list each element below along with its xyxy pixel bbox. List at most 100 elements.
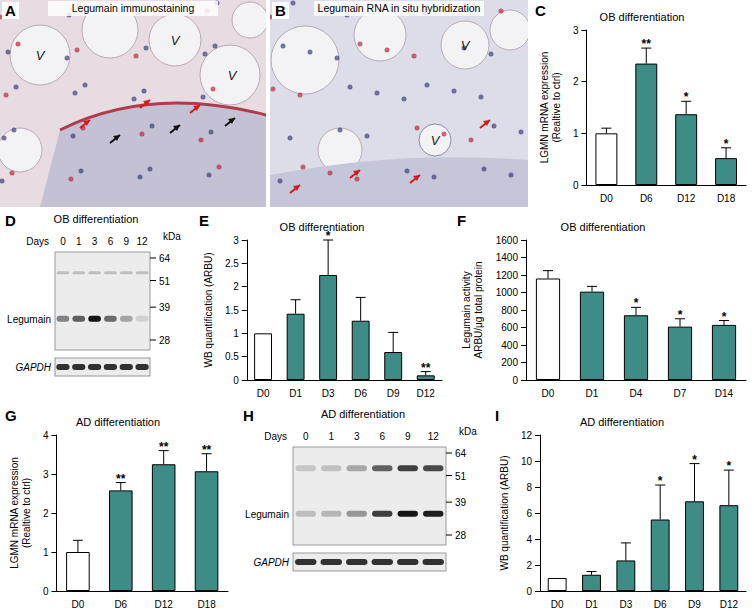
- svg-text:6: 6: [379, 431, 385, 442]
- svg-text:1200: 1200: [496, 270, 519, 281]
- svg-text:**: **: [421, 361, 431, 375]
- svg-text:D12: D12: [677, 193, 696, 204]
- svg-text:D0: D0: [551, 599, 564, 610]
- svg-text:28: 28: [455, 530, 467, 541]
- svg-text:9: 9: [405, 431, 411, 442]
- svg-text:3: 3: [354, 431, 360, 442]
- svg-text:64: 64: [159, 253, 171, 264]
- svg-text:3: 3: [92, 236, 98, 247]
- svg-text:0: 0: [233, 375, 239, 386]
- svg-text:AD differentiation: AD differentiation: [321, 408, 405, 420]
- svg-text:OB differentiation: OB differentiation: [280, 221, 365, 233]
- svg-text:**: **: [202, 443, 212, 457]
- svg-text:1000: 1000: [496, 287, 519, 298]
- svg-text:OB differentiation: OB differentiation: [54, 213, 139, 225]
- svg-text:D18: D18: [717, 193, 736, 204]
- svg-text:51: 51: [455, 471, 467, 482]
- svg-text:ARBU/µg total protein: ARBU/µg total protein: [473, 262, 484, 359]
- svg-text:*: *: [724, 137, 729, 151]
- svg-text:800: 800: [501, 305, 518, 316]
- svg-text:4: 4: [43, 430, 49, 441]
- svg-text:*: *: [678, 308, 683, 322]
- svg-text:0: 0: [43, 586, 49, 597]
- svg-text:0: 0: [573, 180, 579, 191]
- svg-text:1600: 1600: [496, 235, 519, 246]
- svg-text:D12: D12: [154, 599, 173, 610]
- svg-text:V: V: [36, 48, 46, 63]
- svg-text:3: 3: [233, 235, 239, 246]
- svg-text:D3: D3: [322, 388, 335, 399]
- svg-text:D6: D6: [354, 388, 367, 399]
- svg-text:28: 28: [159, 335, 171, 346]
- svg-text:D3: D3: [619, 599, 632, 610]
- svg-text:V: V: [461, 38, 471, 53]
- svg-text:**: **: [642, 37, 652, 51]
- svg-text:GAPDH: GAPDH: [15, 362, 51, 373]
- svg-text:1400: 1400: [496, 252, 519, 263]
- svg-text:WB quantification (ARBU): WB quantification (ARBU): [203, 252, 214, 367]
- svg-text:GAPDH: GAPDH: [253, 557, 289, 568]
- svg-text:D12: D12: [720, 599, 739, 610]
- svg-text:D7: D7: [674, 388, 687, 399]
- svg-text:Legumain immunostaining: Legumain immunostaining: [72, 2, 195, 14]
- svg-text:*: *: [634, 296, 639, 310]
- svg-text:1: 1: [43, 547, 49, 558]
- svg-text:D6: D6: [654, 599, 667, 610]
- svg-text:LGMN mRNA expression: LGMN mRNA expression: [539, 52, 550, 164]
- svg-text:D12: D12: [417, 388, 436, 399]
- svg-text:1: 1: [573, 128, 579, 139]
- svg-text:10: 10: [521, 456, 533, 467]
- svg-text:12: 12: [521, 430, 533, 441]
- svg-text:9: 9: [123, 236, 129, 247]
- svg-text:2.5: 2.5: [225, 258, 239, 269]
- svg-text:D1: D1: [585, 599, 598, 610]
- svg-text:3: 3: [573, 25, 579, 36]
- svg-text:D9: D9: [387, 388, 400, 399]
- svg-text:AD differentiation: AD differentiation: [580, 416, 664, 428]
- svg-text:0: 0: [512, 375, 518, 386]
- svg-text:V: V: [431, 133, 441, 148]
- svg-text:39: 39: [159, 302, 171, 313]
- svg-text:1: 1: [328, 431, 334, 442]
- svg-text:D18: D18: [197, 599, 216, 610]
- svg-text:LGMN mRNA expression: LGMN mRNA expression: [9, 457, 20, 569]
- svg-text:1: 1: [76, 236, 82, 247]
- svg-text:*: *: [658, 474, 663, 488]
- svg-text:Legumain activity: Legumain activity: [461, 271, 472, 348]
- svg-text:D0: D0: [72, 599, 85, 610]
- svg-text:0: 0: [303, 431, 309, 442]
- svg-text:*: *: [692, 453, 697, 467]
- svg-text:D9: D9: [688, 599, 701, 610]
- svg-text:600: 600: [501, 322, 518, 333]
- svg-text:V: V: [228, 68, 238, 83]
- svg-text:2: 2: [573, 76, 579, 87]
- svg-text:WB quantification (ARBU): WB quantification (ARBU): [499, 455, 510, 570]
- svg-text:3: 3: [43, 469, 49, 480]
- svg-text:D0: D0: [542, 388, 555, 399]
- svg-text:V: V: [171, 33, 181, 48]
- svg-text:0: 0: [60, 236, 66, 247]
- svg-text:**: **: [159, 440, 169, 454]
- svg-text:kDa: kDa: [459, 426, 477, 437]
- svg-text:6: 6: [526, 508, 532, 519]
- svg-text:0: 0: [526, 586, 532, 597]
- svg-text:(Realtive to ctrl): (Realtive to ctrl): [551, 72, 562, 142]
- svg-text:OB differentiation: OB differentiation: [561, 221, 646, 233]
- svg-text:2: 2: [233, 281, 239, 292]
- svg-text:D14: D14: [715, 388, 734, 399]
- svg-text:**: **: [116, 472, 126, 486]
- svg-text:12: 12: [137, 236, 149, 247]
- svg-text:AD differentiation: AD differentiation: [76, 416, 160, 428]
- svg-text:1.5: 1.5: [225, 305, 239, 316]
- svg-text:0.5: 0.5: [225, 351, 239, 362]
- svg-text:D4: D4: [630, 388, 643, 399]
- svg-text:8: 8: [526, 482, 532, 493]
- svg-text:OB differentiation: OB differentiation: [600, 11, 685, 23]
- svg-text:2: 2: [526, 560, 532, 571]
- svg-text:4: 4: [526, 534, 532, 545]
- svg-text:D1: D1: [586, 388, 599, 399]
- svg-text:Legumain RNA in situ hybridiz: Legumain RNA in situ hybridization: [318, 2, 481, 14]
- svg-text:64: 64: [455, 448, 467, 459]
- svg-text:Days: Days: [264, 431, 287, 442]
- svg-text:*: *: [726, 459, 731, 473]
